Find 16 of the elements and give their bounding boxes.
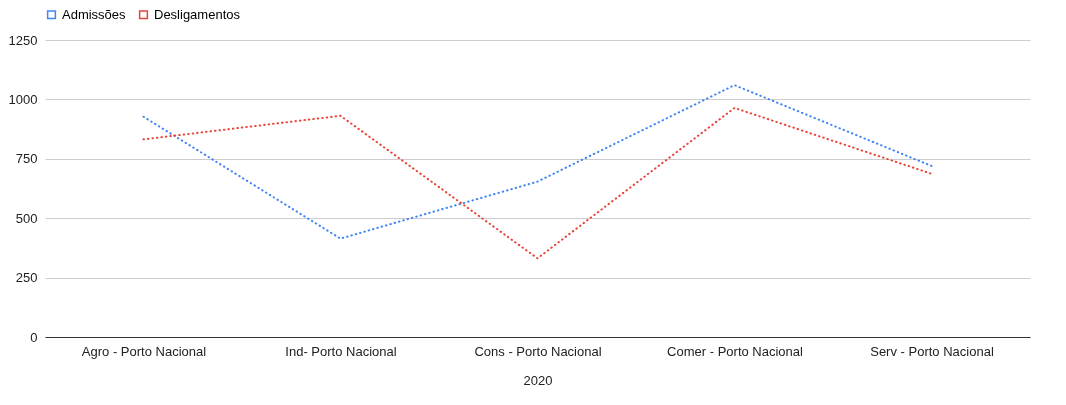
- x-tick-label: Ind- Porto Nacional: [285, 343, 397, 359]
- y-tick-label: 500: [15, 210, 38, 226]
- y-tick-label: 750: [15, 151, 38, 167]
- x-tick-label: Serv - Porto Nacional: [870, 343, 994, 359]
- legend-label: Desligamentos: [154, 6, 241, 22]
- legend-label: Admissões: [62, 6, 127, 22]
- y-tick-label: 1000: [8, 91, 38, 107]
- line-series: [142, 84, 933, 240]
- y-tick-label: 250: [15, 270, 38, 286]
- y-tick-label: 1250: [8, 32, 38, 48]
- x-tick-label: Cons - Porto Nacional: [474, 343, 602, 359]
- line-series: [142, 106, 933, 260]
- y-tick-label: 0: [30, 329, 38, 345]
- x-axis-title: 2020: [523, 372, 553, 388]
- x-tick-label: Agro - Porto Nacional: [81, 343, 207, 359]
- x-tick-label: Comer - Porto Nacional: [667, 343, 804, 359]
